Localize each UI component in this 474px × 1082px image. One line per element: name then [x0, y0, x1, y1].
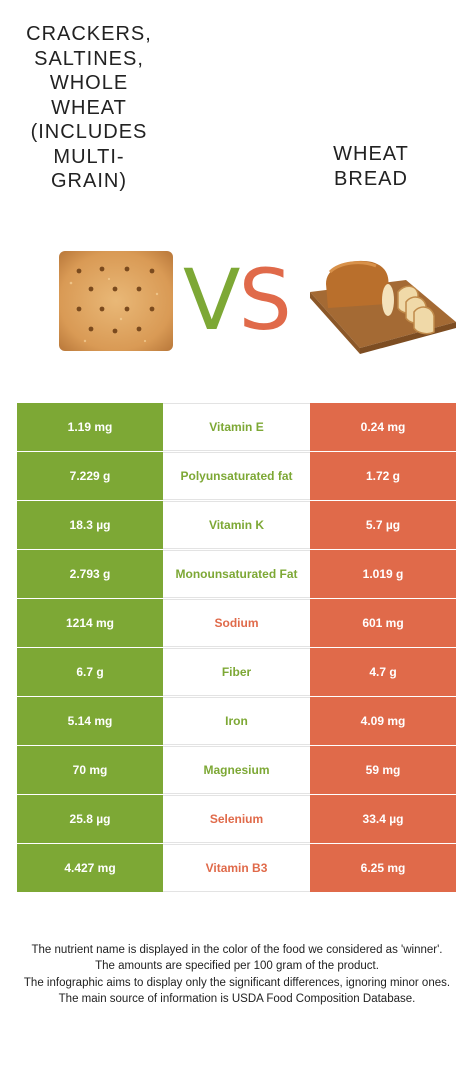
right-value: 0.24 mg	[310, 403, 456, 451]
left-value: 6.7 g	[17, 648, 163, 696]
vs-v-letter: V	[183, 251, 241, 349]
right-value: 4.7 g	[310, 648, 456, 696]
nutrient-name: Monounsaturated Fat	[163, 550, 310, 598]
left-value: 4.427 mg	[17, 844, 163, 892]
left-value: 5.14 mg	[17, 697, 163, 745]
table-row: 5.14 mg Iron 4.09 mg	[17, 697, 456, 745]
cracker-image	[59, 251, 173, 351]
right-value: 601 mg	[310, 599, 456, 647]
table-row: 2.793 g Monounsaturated Fat 1.019 g	[17, 550, 456, 598]
bread-image	[310, 260, 456, 354]
footnote-line: The nutrient name is displayed in the co…	[31, 944, 443, 956]
nutrient-name: Magnesium	[163, 746, 310, 794]
left-value: 7.229 g	[17, 452, 163, 500]
vs-label: VS	[183, 252, 292, 348]
right-value: 33.4 µg	[310, 795, 456, 843]
left-food-title: Crackers, saltines, whole wheat (include…	[26, 23, 152, 192]
nutrient-name: Iron	[163, 697, 310, 745]
vs-s-letter: S	[238, 251, 292, 349]
left-value: 18.3 µg	[17, 501, 163, 549]
right-value: 4.09 mg	[310, 697, 456, 745]
nutrient-name: Vitamin E	[163, 403, 310, 451]
nutrient-name: Vitamin B3	[163, 844, 310, 892]
right-value: 1.72 g	[310, 452, 456, 500]
footnote-line: The main source of information is USDA F…	[58, 992, 416, 1005]
table-row: 4.427 mg Vitamin B3 6.25 mg	[17, 844, 456, 892]
nutrient-name: Fiber	[163, 648, 310, 696]
right-food-title: Wheat bread	[333, 143, 409, 190]
nutrient-name: Vitamin K	[163, 501, 310, 549]
left-value: 70 mg	[17, 746, 163, 794]
left-value: 1214 mg	[17, 599, 163, 647]
table-row: 1214 mg Sodium 601 mg	[17, 599, 456, 647]
table-row: 25.8 µg Selenium 33.4 µg	[17, 795, 456, 843]
right-value: 5.7 µg	[310, 501, 456, 549]
nutrient-name: Polyunsaturated fat	[163, 452, 310, 500]
footnote-line: The infographic aims to display only the…	[23, 976, 451, 989]
left-value: 2.793 g	[17, 550, 163, 598]
right-value: 1.019 g	[310, 550, 456, 598]
footnote: The nutrient name is displayed in the co…	[14, 942, 460, 1007]
table-row: 18.3 µg Vitamin K 5.7 µg	[17, 501, 456, 549]
nutrient-name: Sodium	[163, 599, 310, 647]
right-value: 6.25 mg	[310, 844, 456, 892]
nutrient-name: Selenium	[163, 795, 310, 843]
left-value: 1.19 mg	[17, 403, 163, 451]
table-row: 7.229 g Polyunsaturated fat 1.72 g	[17, 452, 456, 500]
table-row: 1.19 mg Vitamin E 0.24 mg	[17, 403, 456, 451]
footnote-line: The amounts are specified per 100 gram o…	[95, 960, 379, 973]
right-value: 59 mg	[310, 746, 456, 794]
table-row: 70 mg Magnesium 59 mg	[17, 746, 456, 794]
nutrient-comparison-table: 1.19 mg Vitamin E 0.24 mg 7.229 g Polyun…	[17, 403, 456, 893]
table-row: 6.7 g Fiber 4.7 g	[17, 648, 456, 696]
left-value: 25.8 µg	[17, 795, 163, 843]
